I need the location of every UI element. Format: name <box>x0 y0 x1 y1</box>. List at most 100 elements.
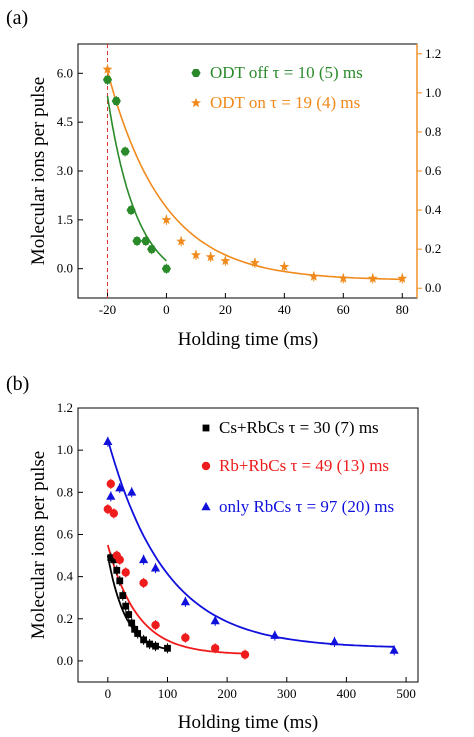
only-rbcs-point <box>150 563 161 572</box>
rb-rbcs-point <box>103 504 113 514</box>
panel-b-y-tick-label: 0.4 <box>57 569 74 584</box>
odt-off-point <box>126 206 136 215</box>
panel-b-x-tick-label: 400 <box>337 686 357 701</box>
panel-a-x-tick-label: 80 <box>396 302 409 317</box>
panel-a-marks: -20 0 20 40 60 80 0.0 1.5 3.0 4.5 6.0 0.0 0.2 0.4 0.6 0… <box>57 44 442 317</box>
rb-rbcs-point <box>181 633 190 642</box>
odt-off-fit-curve <box>106 95 167 262</box>
panel-a-y-tick-label: 1.5 <box>57 212 73 227</box>
rb-rbcs-point <box>109 509 118 518</box>
panel-a-x-label: Holding time (ms) <box>178 329 318 350</box>
legend-odt-on-label: ODT on τ = 19 (4) ms <box>210 93 360 112</box>
panel-b-y-tick-label: 1.0 <box>57 442 73 457</box>
legend-only-rbcs-label: only RbCs τ = 97 (20) ms <box>219 497 394 516</box>
only-rbcs-point <box>329 637 340 646</box>
legend-cs-rbcs-label: Cs+RbCs τ = 30 (7) ms <box>219 418 379 437</box>
cs-rbcs-point <box>134 630 142 637</box>
cs-rbcs-point <box>122 602 130 610</box>
panel-a-label: (a) <box>6 7 28 29</box>
panel-a-x-tick-label: 60 <box>337 302 350 317</box>
panel-a-y-label: Molecular ions per pulse <box>28 77 49 265</box>
odt-off-point <box>147 245 157 254</box>
cs-rbcs-point <box>128 619 136 627</box>
panel-b-marks: 0 100 200 300 400 500 0.0 0.2 0.4 0.6 0.8 1.0 1.2 Cs+… <box>57 400 416 701</box>
panel-b: (b) 0 100 200 300 400 500 0.0 0.2 0.4 0.6 0.8 1.0 1.… <box>6 373 419 733</box>
only-rbcs-point <box>270 630 280 639</box>
panel-a-x-tick-label: 40 <box>278 302 291 317</box>
panel-a-y-tick-label: 6.0 <box>57 65 73 80</box>
cs-rbcs-point <box>152 642 159 650</box>
odt-on-point <box>205 251 216 262</box>
panel-a-right-tick-label: 0.8 <box>425 124 441 139</box>
panel-a-right-tick-label: 0.4 <box>425 202 442 217</box>
odt-on-point <box>279 261 290 271</box>
panel-b-x-tick-label: 100 <box>158 686 178 701</box>
panel-b-x-tick-label: 300 <box>277 686 297 701</box>
only-rbcs-point <box>139 554 149 564</box>
only-rbcs-point <box>127 487 137 496</box>
panel-a-right-tick-label: 1.0 <box>425 85 441 100</box>
only-rbcs-fit-curve <box>106 439 395 648</box>
panel-b-x-tick-label: 500 <box>396 686 416 701</box>
panel-b-label: (b) <box>6 373 29 395</box>
panel-b-x-tick-label: 0 <box>105 686 112 701</box>
cs-rbcs-point <box>125 611 133 618</box>
panel-b-y-label: Molecular ions per pulse <box>28 451 49 639</box>
only-rbcs-point <box>115 483 125 492</box>
only-rbcs-point <box>389 645 399 654</box>
panel-b-y-tick-label: 1.2 <box>57 400 73 415</box>
odt-on-point <box>367 273 378 283</box>
cs-rbcs-point <box>113 566 121 574</box>
panel-a-right-tick-label: 0.2 <box>425 241 441 256</box>
panel-b-y-tick-label: 0.2 <box>57 611 73 626</box>
odt-on-point <box>249 257 260 267</box>
only-rbcs-point <box>103 436 113 445</box>
rb-rbcs-point <box>115 555 124 564</box>
legend-rb-rbcs-marker <box>201 461 211 471</box>
odt-off-point <box>141 237 151 245</box>
odt-off-point <box>102 75 113 84</box>
odt-on-point <box>102 64 113 74</box>
odt-on-point <box>161 214 172 225</box>
rb-rbcs-point <box>151 620 160 630</box>
odt-off-point <box>111 97 121 105</box>
rb-rbcs-point <box>106 479 116 489</box>
panel-a-x-tick-label: 20 <box>219 302 232 317</box>
legend-only-rbcs-marker <box>201 502 211 511</box>
panel-a-frame <box>77 43 418 299</box>
odt-on-point <box>220 255 231 266</box>
panel-b-y-tick-label: 0.8 <box>57 484 73 499</box>
cs-rbcs-point <box>110 556 118 564</box>
panel-a-y-tick-label: 0.0 <box>57 261 73 276</box>
panel-a: (a) -20 0 20 40 60 80 0.0 1.5 3.0 4.5 6.0 0.0 0.2 0.4… <box>6 7 442 350</box>
legend-cs-rbcs-marker <box>202 424 210 432</box>
legend-rb-rbcs-label: Rb+RbCs τ = 49 (13) ms <box>219 456 389 475</box>
odt-off-point <box>120 147 130 156</box>
cs-rbcs-point <box>131 625 139 633</box>
only-rbcs-point <box>210 615 220 625</box>
panel-a-right-tick-label: 0.6 <box>425 163 442 178</box>
odt-off-point <box>161 264 171 273</box>
odt-on-point <box>308 271 319 281</box>
panel-a-x-tick-label: 0 <box>163 302 170 317</box>
rb-rbcs-point <box>210 644 220 653</box>
only-rbcs-point <box>180 596 190 606</box>
panel-b-frame <box>77 407 419 683</box>
legend-odt-off-label: ODT off τ = 10 (5) ms <box>210 63 363 82</box>
panel-b-x-tick-label: 200 <box>217 686 237 701</box>
cs-rbcs-point <box>146 640 153 648</box>
rb-rbcs-fit-curve <box>106 544 246 655</box>
rb-rbcs-point <box>139 578 148 588</box>
rb-rbcs-point <box>240 650 250 659</box>
panel-b-x-label: Holding time (ms) <box>178 712 318 733</box>
cs-rbcs-point <box>116 577 124 585</box>
odt-on-point <box>397 273 408 283</box>
only-rbcs-point <box>106 491 116 500</box>
odt-on-point <box>338 273 349 283</box>
cs-rbcs-point <box>119 592 127 599</box>
panel-b-y-tick-label: 0.0 <box>57 653 73 668</box>
panel-a-right-tick-label: 1.2 <box>425 46 441 61</box>
odt-on-point <box>191 249 201 260</box>
rb-rbcs-point <box>121 568 130 577</box>
